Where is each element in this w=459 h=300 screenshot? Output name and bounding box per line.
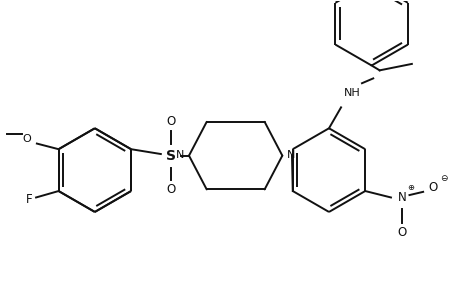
Text: N: N [176,150,184,160]
Text: O: O [427,181,437,194]
Text: O: O [397,226,406,239]
Text: NH: NH [343,88,360,98]
Text: N: N [397,191,406,204]
Text: ⊕: ⊕ [407,183,414,192]
Text: ⊖: ⊖ [439,174,447,183]
Text: O: O [166,115,175,128]
Text: N: N [286,150,295,160]
Text: F: F [25,193,32,206]
Text: O: O [166,183,175,196]
Text: O: O [23,134,32,144]
Text: S: S [166,148,176,163]
